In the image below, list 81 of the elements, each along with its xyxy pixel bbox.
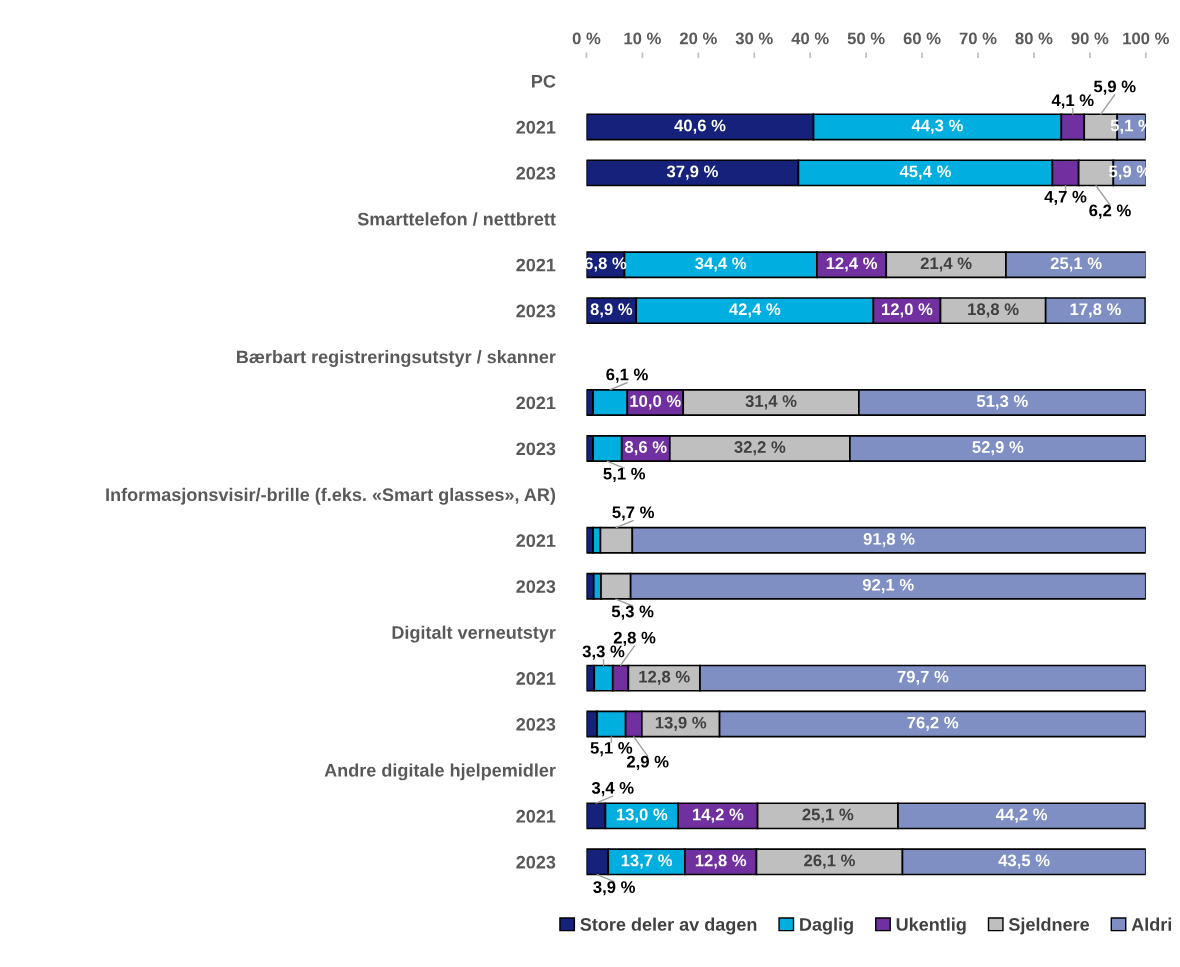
- data-label: 44,2 %: [995, 808, 1048, 823]
- y-tick-label: 2023: [516, 580, 556, 593]
- data-label: 6,2 %: [1089, 204, 1131, 219]
- legend-label: Daglig: [800, 917, 853, 935]
- y-tick-label: 2021: [516, 120, 556, 134]
- y-tick-label: 2021: [516, 809, 556, 823]
- y-tick-label: Informasjonsvisir/-brille (f.eks. «Smart glasses», AR): [106, 487, 556, 505]
- y-tick-label: PC: [532, 74, 556, 88]
- data-label: 2,8 %: [613, 631, 656, 646]
- data-label: 25,1 %: [1050, 257, 1102, 272]
- data-label: 45,4 %: [899, 165, 951, 180]
- x-tick-label: 0 %: [572, 32, 601, 45]
- data-label: 12,8 %: [695, 854, 747, 869]
- data-label: 5,1 %: [590, 742, 633, 757]
- data-label: 13,9 %: [655, 716, 707, 731]
- y-tick-label: Digitalt verneutstyr: [392, 625, 556, 643]
- legend-label: Store deler av dagen: [580, 917, 757, 935]
- data-label: 51,3 %: [976, 395, 1028, 410]
- data-label: 12,4 %: [826, 257, 878, 272]
- legend-label: Aldri: [1131, 917, 1172, 931]
- data-label: 3,4 %: [591, 781, 634, 797]
- data-label: 52,9 %: [972, 441, 1024, 456]
- data-label: 37,9 %: [666, 165, 718, 180]
- data-label: 17,8 %: [1070, 303, 1121, 318]
- y-tick-label: 2021: [516, 396, 556, 410]
- data-label: 3,3 %: [582, 645, 625, 660]
- y-tick-label: Smarttelefon / nettbrett: [357, 212, 556, 226]
- x-tick-label: 100 %: [1123, 32, 1169, 45]
- data-label: 13,7 %: [621, 854, 673, 869]
- data-label: 10,0 %: [630, 395, 681, 410]
- data-label: 79,7 %: [897, 670, 949, 685]
- data-label: 13,0 %: [616, 808, 668, 823]
- data-label: 4,7 %: [1044, 190, 1087, 205]
- data-label: 76,2 %: [907, 716, 959, 731]
- legend-label: Ukentlig: [896, 917, 966, 935]
- data-label: 5,1 %: [603, 467, 646, 482]
- x-tick-label: 10 %: [624, 32, 661, 45]
- data-label: 31,4 %: [745, 395, 797, 410]
- data-label: 18,8 %: [968, 303, 1019, 318]
- data-label: 40,6 %: [674, 119, 726, 134]
- data-label: 12,8 %: [639, 670, 690, 685]
- y-tick-label: Bærbart registreringsutstyr / skanner: [237, 350, 556, 367]
- data-label: 6,1 %: [606, 368, 648, 383]
- y-tick-label: 2023: [516, 304, 556, 318]
- x-tick-label: 90 %: [1071, 32, 1109, 45]
- x-tick-label: 60 %: [903, 32, 941, 45]
- y-tick-label: 2023: [516, 717, 556, 731]
- y-tick-label: 2023: [516, 442, 556, 456]
- data-label: 34,4 %: [695, 257, 747, 272]
- data-label: 2,9 %: [626, 755, 669, 770]
- x-tick-label: 80 %: [1015, 32, 1053, 45]
- data-label: 5,7 %: [612, 506, 655, 521]
- x-tick-label: 70 %: [959, 32, 997, 45]
- data-label: 44,3 %: [911, 119, 963, 134]
- y-tick-label: 2023: [516, 166, 556, 180]
- data-label: 26,1 %: [804, 854, 855, 869]
- data-label: 25,1 %: [802, 808, 854, 823]
- y-tick-label: 2021: [516, 672, 556, 685]
- y-tick-label: Andre digitale hjelpemidler: [324, 763, 556, 781]
- data-label: 32,2 %: [734, 441, 786, 456]
- data-label: 5,9 %: [1093, 80, 1136, 95]
- data-label: 4,1 %: [1051, 94, 1094, 109]
- data-label: 42,4 %: [729, 303, 781, 318]
- y-tick-label: 2021: [516, 258, 556, 272]
- data-label: 43,5 %: [998, 854, 1050, 869]
- x-tick-label: 30 %: [735, 32, 773, 45]
- data-label: 5,3 %: [611, 605, 654, 620]
- legend-label: Sjeldnere: [1008, 917, 1090, 935]
- data-label: 12,0 %: [882, 303, 933, 318]
- data-label: 8,9 %: [590, 303, 633, 318]
- data-label: 92,1 %: [862, 578, 914, 594]
- data-label: 8,6 %: [624, 441, 667, 456]
- x-tick-label: 50 %: [847, 32, 885, 45]
- data-label: 21,4 %: [920, 257, 972, 272]
- data-label: 14,2 %: [693, 808, 744, 823]
- x-tick-label: 20 %: [679, 32, 717, 45]
- y-tick-label: 2021: [516, 534, 556, 548]
- y-tick-label: 2023: [516, 855, 556, 869]
- x-tick-label: 40 %: [791, 32, 829, 45]
- data-label: 91,8 %: [863, 532, 915, 548]
- data-label: 3,9 %: [593, 881, 636, 896]
